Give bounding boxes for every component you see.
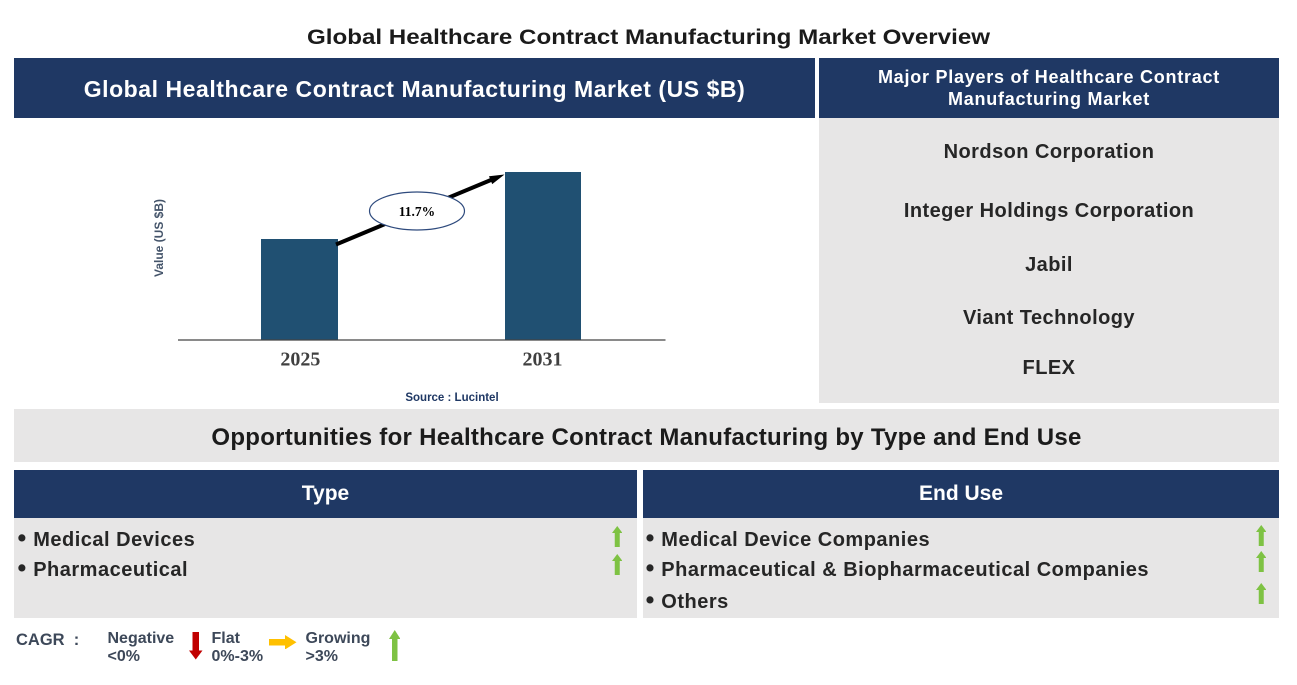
svg-text:Source : Lucintel: Source : Lucintel — [405, 392, 498, 404]
svg-text:11.7%: 11.7% — [399, 204, 435, 219]
svg-text:Value (US $B): Value (US $B) — [152, 199, 166, 277]
svg-text:2025: 2025 — [280, 349, 320, 371]
svg-text:2031: 2031 — [523, 349, 563, 371]
